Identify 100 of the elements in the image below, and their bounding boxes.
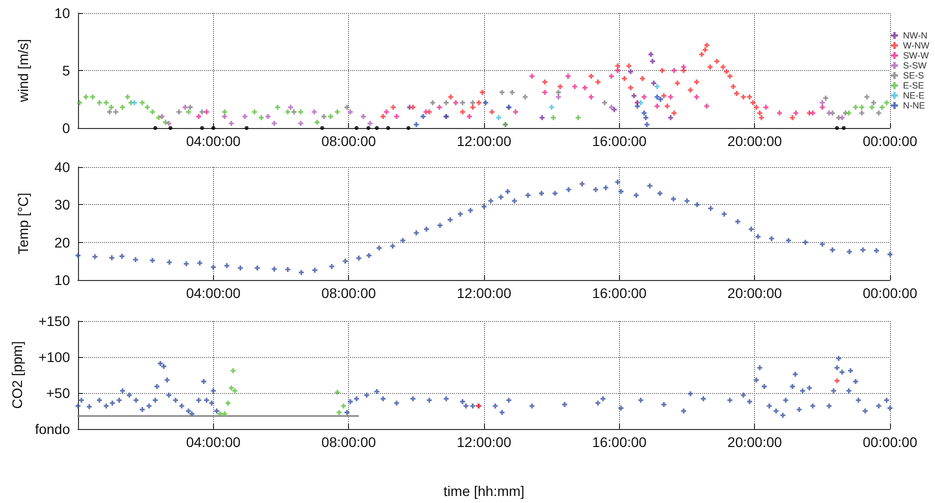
point <box>266 114 271 119</box>
point <box>366 126 370 130</box>
point <box>334 109 340 114</box>
point <box>650 58 656 64</box>
point <box>542 90 548 95</box>
legend-label: E-SE <box>903 80 924 90</box>
point <box>470 104 476 110</box>
point <box>810 110 816 116</box>
legend-label: S-SW <box>903 60 928 70</box>
point <box>674 80 680 86</box>
point <box>204 109 210 114</box>
point <box>628 85 634 90</box>
y-tick-label: +100 <box>38 349 70 365</box>
point <box>661 93 666 98</box>
point <box>200 126 204 130</box>
point <box>360 114 366 119</box>
point <box>125 94 130 100</box>
point <box>747 94 752 100</box>
point <box>704 42 710 48</box>
point <box>156 115 162 120</box>
x-tick-label: 20:00:00 <box>727 285 782 301</box>
point <box>688 88 693 93</box>
point <box>694 94 700 100</box>
x-tick-label: 04:00:00 <box>186 434 241 450</box>
y-axis-title: Temp [°C] <box>15 192 31 254</box>
point <box>660 68 665 73</box>
point <box>83 94 88 100</box>
point <box>740 94 746 100</box>
x-tick-label: 04:00:00 <box>186 285 241 301</box>
point <box>588 94 594 100</box>
point <box>699 52 704 57</box>
point <box>132 100 137 106</box>
point <box>160 114 165 119</box>
point <box>168 126 172 130</box>
point <box>510 90 515 95</box>
point <box>572 84 578 90</box>
legend-label: SE-S <box>903 70 924 80</box>
point <box>556 90 561 95</box>
point <box>664 104 670 109</box>
point <box>225 400 230 406</box>
point <box>846 110 852 116</box>
y-tick-label: 30 <box>54 196 70 213</box>
point <box>576 115 581 120</box>
point <box>334 390 340 395</box>
point <box>634 104 640 109</box>
point <box>500 90 505 95</box>
y-tick-label: 40 <box>54 159 70 175</box>
point <box>436 104 442 110</box>
point <box>298 109 304 114</box>
point <box>470 100 476 106</box>
point <box>162 120 168 125</box>
point <box>859 104 864 110</box>
point <box>522 94 528 100</box>
x-tick-label: 00:00:00 <box>862 133 918 149</box>
point <box>288 104 294 110</box>
point <box>394 114 400 119</box>
y-tick-label: 5 <box>62 62 70 78</box>
point <box>558 84 563 90</box>
point <box>835 126 839 130</box>
point <box>244 126 249 130</box>
point <box>556 94 561 100</box>
point <box>871 100 876 106</box>
legend-label: W-NW <box>903 40 930 50</box>
y-tick-label: +150 <box>38 313 70 329</box>
point <box>644 122 650 128</box>
point <box>252 109 257 114</box>
point <box>285 109 290 114</box>
point <box>341 403 346 408</box>
point <box>496 115 502 120</box>
point <box>374 126 379 130</box>
point <box>513 109 518 114</box>
point <box>672 68 677 73</box>
point <box>222 109 228 114</box>
point <box>754 104 759 110</box>
point <box>444 100 449 106</box>
point <box>550 115 556 120</box>
point <box>196 114 202 119</box>
point <box>200 109 205 114</box>
point <box>410 104 416 110</box>
x-tick-label: 00:00:00 <box>862 285 918 301</box>
point <box>275 104 280 110</box>
point <box>120 104 126 110</box>
point <box>876 110 882 116</box>
point <box>615 68 620 73</box>
point <box>150 109 155 114</box>
point <box>642 110 647 116</box>
point <box>77 100 82 106</box>
point <box>272 120 277 126</box>
point <box>222 411 228 416</box>
point <box>595 80 600 84</box>
point <box>291 109 296 114</box>
x-tick-label: 12:00:00 <box>456 133 512 149</box>
x-tick-label: 08:00:00 <box>321 285 376 301</box>
point <box>730 84 736 90</box>
y-axis-title: CO2 [ppm] <box>9 341 26 409</box>
x-tick-label: 12:00:00 <box>456 434 512 450</box>
point <box>96 100 102 106</box>
point <box>654 84 660 90</box>
point <box>153 126 158 130</box>
point <box>582 85 588 90</box>
